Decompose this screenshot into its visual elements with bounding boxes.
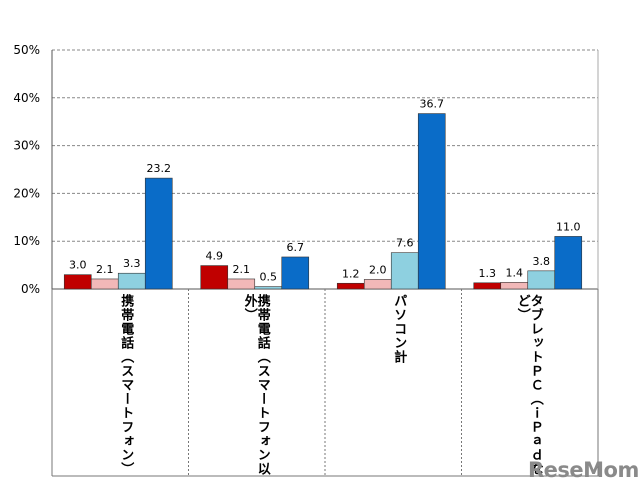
bar (90, 278, 119, 290)
bar (527, 270, 556, 290)
category-label: 携帯電話（スマートフォン以外） (241, 294, 270, 476)
bar-value-label: 3.0 (69, 259, 87, 272)
category-label: 携帯電話（スマートフォン） (118, 294, 134, 476)
bar (363, 279, 392, 290)
y-tick-label: 30% (13, 139, 40, 153)
bar-value-label: 4.9 (206, 250, 224, 263)
bar (500, 282, 529, 290)
bar-value-label: 1.4 (506, 266, 524, 279)
bar-value-label: 2.0 (369, 263, 387, 276)
bar-value-label: 6.7 (287, 241, 305, 254)
bar-value-label: 23.2 (147, 162, 172, 175)
bar (117, 272, 146, 290)
bar (227, 278, 256, 290)
bar (254, 286, 283, 290)
y-tick-label: 0% (21, 282, 40, 296)
bar (200, 265, 229, 290)
bar-value-label: 11.0 (556, 220, 581, 233)
bar-value-label: 2.1 (96, 263, 114, 276)
category-label: パソコン計 (391, 294, 407, 364)
bar (63, 274, 92, 290)
bar (281, 256, 310, 290)
y-tick-label: 40% (13, 91, 40, 105)
resemom-watermark: ReseMom (528, 458, 639, 482)
bar (554, 236, 583, 290)
bar-value-label: 36.7 (420, 98, 445, 111)
bar-value-label: 2.1 (233, 263, 251, 276)
bar-value-label: 1.2 (342, 267, 360, 280)
category-label: タブレットＰＣ（ｉＰａｄなど） (514, 294, 543, 476)
bar (336, 282, 365, 290)
y-tick-label: 10% (13, 234, 40, 248)
bar-value-label: 7.6 (396, 237, 414, 250)
bar (390, 252, 419, 290)
bar-value-label: 3.8 (533, 255, 551, 268)
bar (144, 177, 173, 290)
bar-value-label: 3.3 (123, 257, 141, 270)
bar-value-label: 1.3 (479, 267, 497, 280)
bar (417, 113, 446, 290)
bar-value-label: 0.5 (260, 271, 278, 284)
bar (473, 282, 502, 290)
y-tick-label: 20% (13, 186, 40, 200)
y-tick-label: 50% (13, 43, 40, 57)
